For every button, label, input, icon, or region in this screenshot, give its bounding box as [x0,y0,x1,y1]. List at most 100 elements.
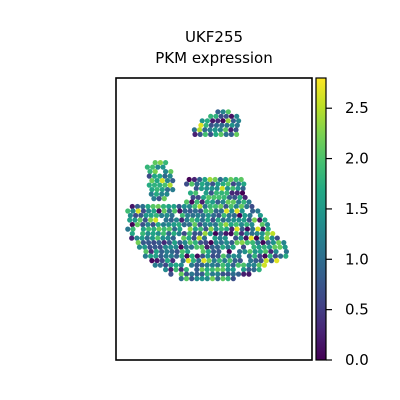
spot [238,231,245,237]
spot [204,267,210,273]
spot [241,181,247,187]
spot [220,262,226,268]
spot [225,199,231,205]
spot [213,131,219,137]
spot [134,235,140,241]
spot [206,258,212,264]
spot [233,222,239,228]
spot [150,222,156,228]
spot [213,208,219,214]
spot [163,217,169,223]
spot [159,249,165,255]
spot [282,244,288,250]
spot [160,235,166,241]
spot [204,118,210,124]
spot [225,181,231,187]
spot [160,222,167,228]
spot [218,113,224,119]
spot [198,185,205,192]
spot [200,212,206,219]
spot [239,240,245,246]
spot [235,262,241,268]
spot [220,244,226,250]
spot [224,226,230,232]
spot [159,187,165,193]
spot [239,208,245,214]
spot [246,217,252,223]
spot [129,231,135,237]
spot [192,240,198,246]
spot [232,258,238,264]
spot [225,118,231,124]
spot [231,212,237,219]
spot [192,231,198,237]
spot [208,190,214,196]
spot [157,262,163,268]
spot [162,244,169,250]
spot [212,176,218,183]
spot [187,208,193,214]
spot [181,235,187,241]
spot [215,181,221,187]
spot [221,194,227,201]
spot [190,212,196,219]
spot [157,244,163,250]
spot [226,212,232,219]
spot [167,173,173,179]
spot [157,160,163,166]
spot [224,240,230,246]
spot [152,244,158,250]
spot [231,253,237,259]
spot [199,244,205,250]
spot [153,191,160,197]
spot [263,258,269,264]
spot [163,253,169,259]
spot [251,244,257,250]
spot [208,240,214,246]
spot [164,212,170,219]
spot [230,185,236,192]
spot [163,267,169,273]
spot [255,240,261,246]
spot [202,176,208,183]
spot [151,196,157,202]
spot [241,217,247,223]
spot [213,240,219,246]
spot [149,187,155,193]
spot [161,196,167,202]
spot [213,190,220,196]
spot [204,181,210,187]
spot [177,208,183,214]
spot [148,212,154,219]
spot [211,194,217,201]
spot [166,226,172,232]
spot [198,226,204,232]
spot [186,231,193,237]
spot [163,160,169,166]
spot [164,187,171,193]
spot [250,240,256,246]
spot [183,267,189,273]
spot [235,271,242,277]
spot [257,249,263,255]
spot [241,267,247,273]
spot [162,182,168,188]
spot [204,276,210,282]
spot [219,185,225,192]
spot [142,244,148,250]
spot [261,244,267,250]
spot [254,231,260,237]
spot [234,113,240,119]
spot [273,249,279,255]
spot [199,267,205,273]
spot [194,199,200,205]
spot [178,267,184,273]
spot [196,258,202,264]
spot [257,212,263,219]
spot [169,212,175,219]
spot [233,231,239,237]
spot [155,164,161,170]
spot [230,262,236,268]
spot [234,226,240,232]
spot [193,190,199,196]
